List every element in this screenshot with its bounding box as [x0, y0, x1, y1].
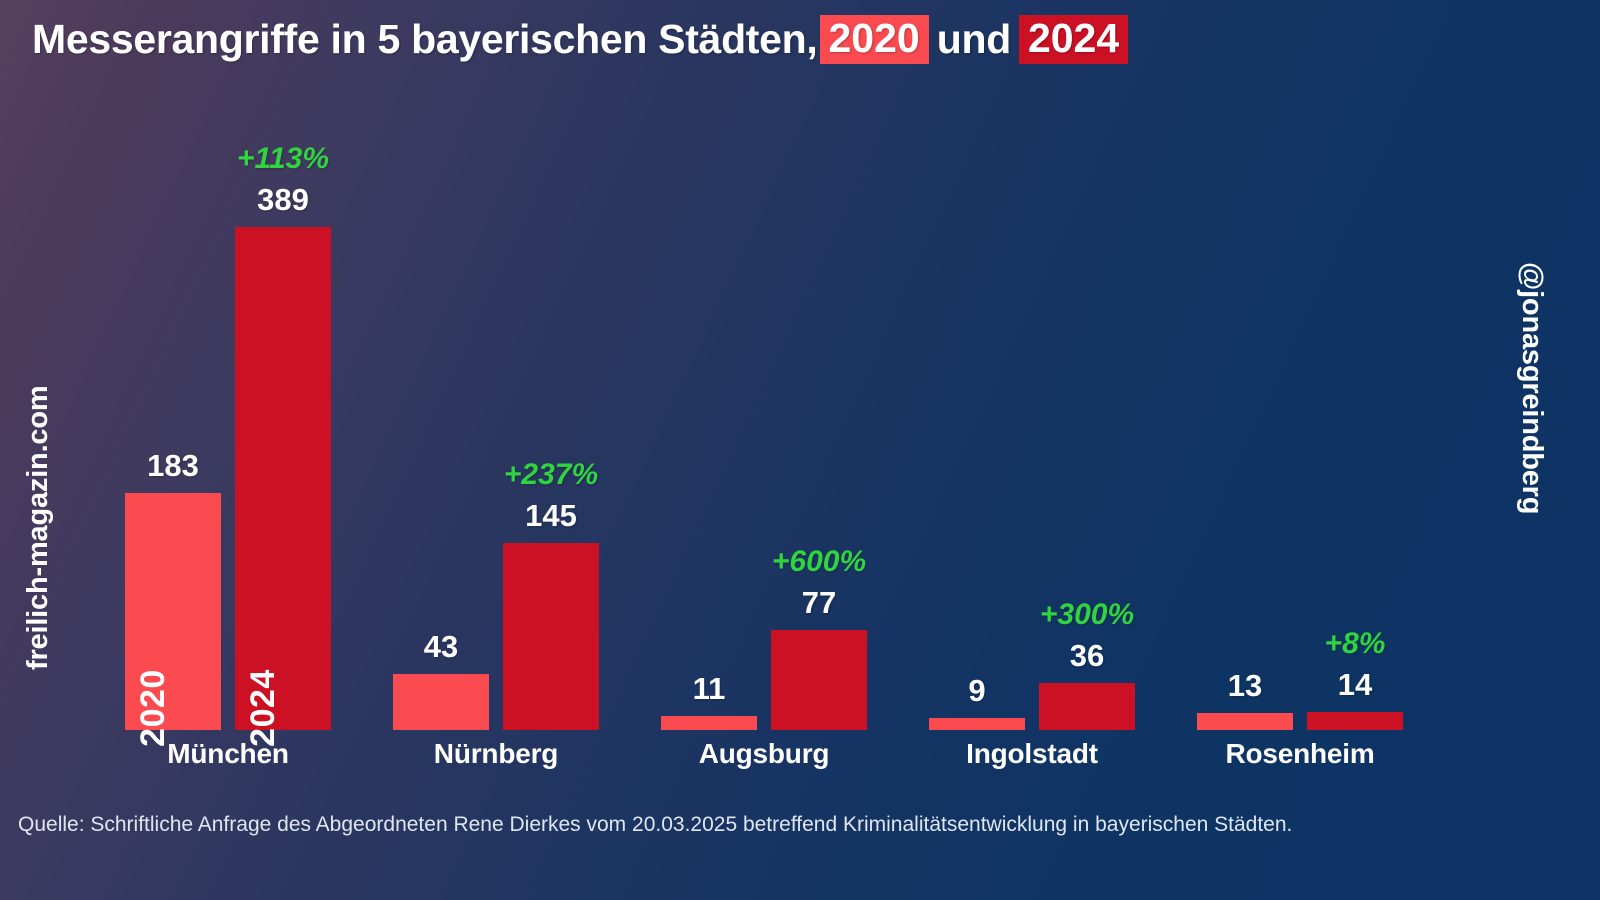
bar-2020-rosenheim — [1197, 713, 1293, 730]
city-label-rosenheim: Rosenheim — [1225, 738, 1375, 769]
value-label-2020-rosenheim: 13 — [1227, 668, 1263, 704]
value-label-2020-münchen: 183 — [147, 448, 199, 484]
bar-2020-münchen: 2020 — [125, 493, 221, 747]
plot-area: 2020 2024 — [0, 95, 1600, 747]
bar-series-label-2024: 2024 — [244, 669, 282, 747]
growth-label-münchen: +113% — [236, 142, 330, 175]
bar-series-label-2020: 2020 — [134, 669, 172, 747]
bar-2024-nürnberg — [503, 542, 599, 730]
value-label-2020-ingolstadt: 9 — [968, 673, 986, 709]
value-label-2024-rosenheim: 14 — [1337, 666, 1373, 702]
city-label-ingolstadt: Ingolstadt — [966, 738, 1098, 769]
source-note: Quelle: Schriftliche Anfrage des Abgeord… — [18, 813, 1293, 836]
title-text-part-1: Messerangriffe in 5 bayerischen Städten, — [32, 15, 818, 62]
value-label-2024-augsburg: 77 — [801, 585, 837, 621]
value-label-2020-augsburg: 11 — [692, 670, 726, 706]
title-chip-2024: 2024 — [1018, 14, 1129, 64]
growth-label-ingolstadt: +300% — [1039, 598, 1135, 632]
bar-2020-augsburg — [661, 715, 757, 730]
bar-2024-augsburg — [771, 630, 867, 730]
value-label-2020-nürnberg: 43 — [423, 629, 459, 665]
bar-2024-münchen: 2024 — [235, 227, 331, 747]
growth-label-rosenheim: +8% — [1324, 626, 1386, 660]
bar-2024-rosenheim — [1307, 711, 1403, 730]
value-label-2024-nürnberg: 145 — [525, 497, 577, 533]
city-label-nürnberg: Nürnberg — [433, 738, 559, 769]
chart-title: Messerangriffe in 5 bayerischen Städten,… — [0, 0, 1600, 78]
value-label-2024-ingolstadt: 36 — [1069, 638, 1105, 674]
value-label-2024-münchen: 389 — [257, 182, 309, 217]
title-text-part-2: und — [936, 15, 1012, 62]
title-chip-2020: 2020 — [819, 14, 929, 64]
bar-2024-ingolstadt — [1039, 683, 1135, 730]
bar-2020-ingolstadt — [929, 718, 1025, 730]
city-label-münchen: München — [167, 738, 289, 769]
bar-2020-nürnberg — [393, 674, 489, 730]
city-label-augsburg: Augsburg — [698, 738, 830, 769]
growth-label-augsburg: +600% — [771, 545, 867, 579]
growth-label-nürnberg: +237% — [503, 457, 599, 491]
